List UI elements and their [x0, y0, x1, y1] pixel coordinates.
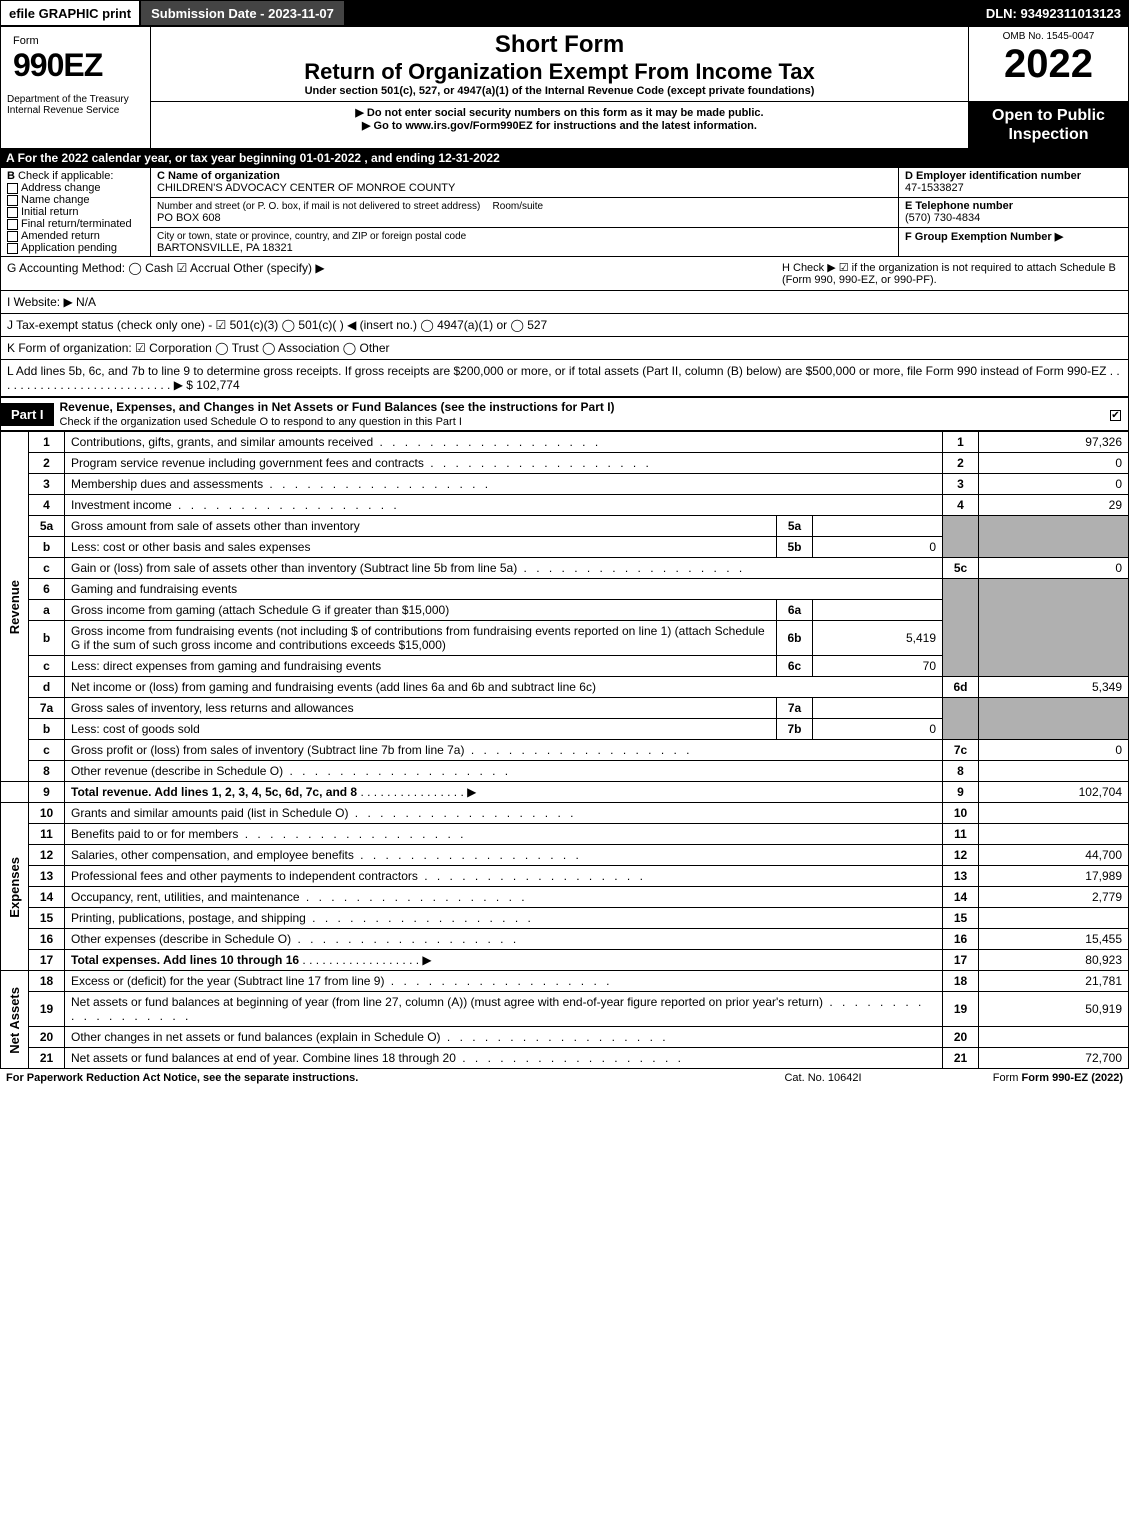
note-url: ▶ Go to www.irs.gov/Form990EZ for instru… [157, 119, 962, 132]
line-7a: Gross sales of inventory, less returns a… [65, 698, 777, 719]
line-1: Contributions, gifts, grants, and simila… [65, 432, 943, 453]
line-6c: Less: direct expenses from gaming and fu… [65, 656, 777, 677]
chk-name-change[interactable]: Name change [21, 194, 90, 206]
tax-status-row: J Tax-exempt status (check only one) - ☑… [0, 314, 1129, 337]
ein: 47-1533827 [905, 182, 964, 194]
subtitle: Under section 501(c), 527, or 4947(a)(1)… [157, 85, 962, 97]
line-5c: Gain or (loss) from sale of assets other… [65, 558, 943, 579]
chk-final-return[interactable]: Final return/terminated [21, 218, 132, 230]
line-4: Investment income [65, 495, 943, 516]
line-5a: Gross amount from sale of assets other t… [65, 516, 777, 537]
line-13: Professional fees and other payments to … [65, 866, 943, 887]
org-address: PO BOX 608 [157, 212, 221, 224]
dept-label: Department of the Treasury Internal Reve… [7, 94, 144, 116]
line-11: Benefits paid to or for members [65, 824, 943, 845]
chk-amended[interactable]: Amended return [21, 230, 100, 242]
line-7b: Less: cost of goods sold [65, 719, 777, 740]
org-form-row: K Form of organization: ☑ Corporation ◯ … [0, 337, 1129, 360]
section-a: A For the 2022 calendar year, or tax yea… [0, 149, 1129, 167]
submission-date: Submission Date - 2023-11-07 [140, 0, 345, 26]
revenue-label: Revenue [7, 580, 22, 634]
line-6: Gaming and fundraising events [65, 579, 943, 600]
line-15: Printing, publications, postage, and shi… [65, 908, 943, 929]
part-i-header: Part I Revenue, Expenses, and Changes in… [0, 397, 1129, 431]
net-assets-label: Net Assets [7, 987, 22, 1054]
form-header: Form 990EZ Department of the Treasury In… [0, 26, 1129, 149]
line-6a: Gross income from gaming (attach Schedul… [65, 600, 777, 621]
schedule-o-check[interactable] [1110, 410, 1121, 421]
line-8: Other revenue (describe in Schedule O) [65, 761, 943, 782]
line-6d: Net income or (loss) from gaming and fun… [65, 677, 943, 698]
schedule-b-check: H Check ▶ ☑ if the organization is not r… [782, 261, 1122, 286]
group-exemption: F Group Exemption Number ▶ [905, 231, 1063, 243]
dln-label: DLN: 93492311013123 [978, 6, 1129, 21]
org-info-table: B Check if applicable: Address change Na… [0, 167, 1129, 257]
top-bar: efile GRAPHIC print Submission Date - 20… [0, 0, 1129, 26]
short-form-title: Short Form [157, 31, 962, 59]
note-ssn: ▶ Do not enter social security numbers o… [157, 106, 962, 119]
expenses-label: Expenses [7, 857, 22, 918]
accounting-row: G Accounting Method: ◯ Cash ☑ Accrual Ot… [0, 257, 1129, 291]
form-number: Form 990EZ [7, 31, 144, 88]
line-2: Program service revenue including govern… [65, 453, 943, 474]
gross-receipts-value: 102,774 [196, 378, 239, 392]
org-name: CHILDREN'S ADVOCACY CENTER OF MONROE COU… [157, 182, 455, 194]
line-17: Total expenses. Add lines 10 through 16 … [65, 950, 943, 971]
main-title: Return of Organization Exempt From Incom… [157, 59, 962, 85]
chk-pending[interactable]: Application pending [21, 242, 117, 254]
line-7c: Gross profit or (loss) from sales of inv… [65, 740, 943, 761]
line-14: Occupancy, rent, utilities, and maintena… [65, 887, 943, 908]
line-5b: Less: cost or other basis and sales expe… [65, 537, 777, 558]
line-18: Excess or (deficit) for the year (Subtra… [65, 971, 943, 992]
line-6b: Gross income from fundraising events (no… [65, 621, 777, 656]
page-footer: For Paperwork Reduction Act Notice, see … [0, 1069, 1129, 1087]
line-3: Membership dues and assessments [65, 474, 943, 495]
open-inspection-badge: Open to Public Inspection [969, 102, 1129, 149]
chk-initial-return[interactable]: Initial return [21, 206, 78, 218]
line-16: Other expenses (describe in Schedule O) [65, 929, 943, 950]
phone: (570) 730-4834 [905, 212, 980, 224]
line-20: Other changes in net assets or fund bala… [65, 1027, 943, 1048]
chk-address-change[interactable]: Address change [21, 182, 101, 194]
website-row: I Website: ▶ N/A [0, 291, 1129, 314]
efile-print-button[interactable]: efile GRAPHIC print [0, 0, 140, 26]
lines-table: Revenue 1Contributions, gifts, grants, a… [0, 431, 1129, 1069]
gross-receipts-row: L Add lines 5b, 6c, and 7b to line 9 to … [0, 360, 1129, 397]
org-city: BARTONSVILLE, PA 18321 [157, 242, 293, 254]
line-9: Total revenue. Add lines 1, 2, 3, 4, 5c,… [65, 782, 943, 803]
line-10: Grants and similar amounts paid (list in… [65, 803, 943, 824]
line-12: Salaries, other compensation, and employ… [65, 845, 943, 866]
line-21: Net assets or fund balances at end of ye… [65, 1048, 943, 1069]
line-19: Net assets or fund balances at beginning… [65, 992, 943, 1027]
tax-year: 2022 [975, 42, 1122, 87]
omb-number: OMB No. 1545-0047 [975, 31, 1122, 42]
